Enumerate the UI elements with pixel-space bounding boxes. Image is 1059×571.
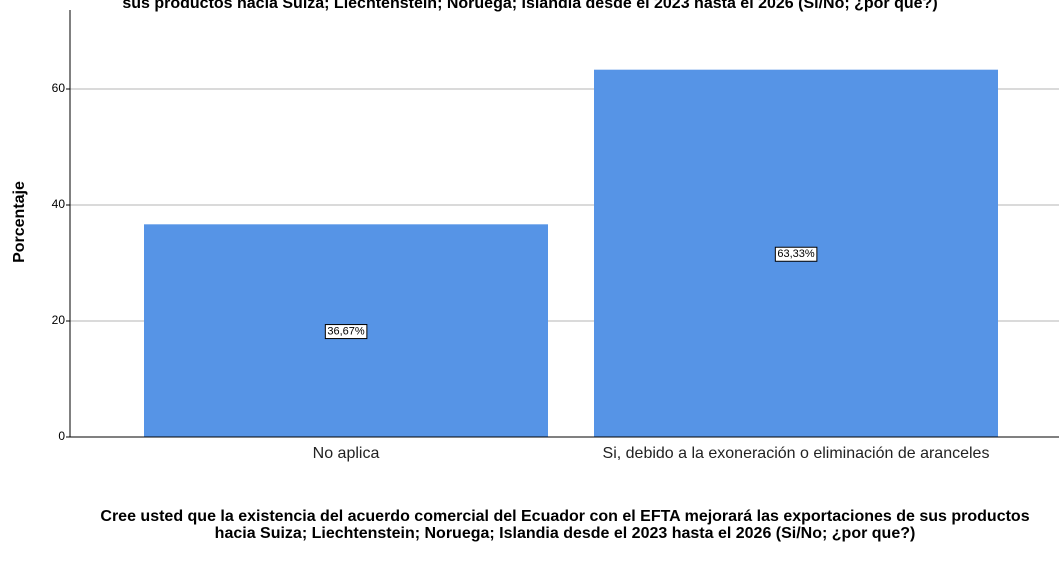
x-tick-label-box: No aplica xyxy=(312,445,380,462)
y-tick-label: 60 xyxy=(52,81,66,95)
x-tick-label: Si, debido a la exoneración o eliminació… xyxy=(602,445,990,462)
y-tick-label: 40 xyxy=(52,197,66,211)
y-axis-label: Porcentaje xyxy=(11,181,28,263)
chart-title: sus productos hacia Suiza; Liechtenstein… xyxy=(122,0,937,12)
value-label-group: 36,67% xyxy=(324,324,368,340)
y-tick-label: 0 xyxy=(58,429,65,443)
y-tick-label: 20 xyxy=(52,313,66,327)
x-tick-label: No aplica xyxy=(312,445,380,462)
x-axis-label: Cree usted que la existencia del acuerdo… xyxy=(100,508,1030,542)
x-tick-label-box: Si, debido a la exoneración o eliminació… xyxy=(602,445,990,462)
x-axis-label-box: Cree usted que la existencia del acuerdo… xyxy=(100,508,1030,542)
value-label: 36,67% xyxy=(327,326,365,338)
value-label: 63,33% xyxy=(777,248,815,260)
value-label-box xyxy=(774,246,818,262)
value-label-group: 63,33% xyxy=(774,246,818,262)
value-label-box xyxy=(324,324,368,340)
